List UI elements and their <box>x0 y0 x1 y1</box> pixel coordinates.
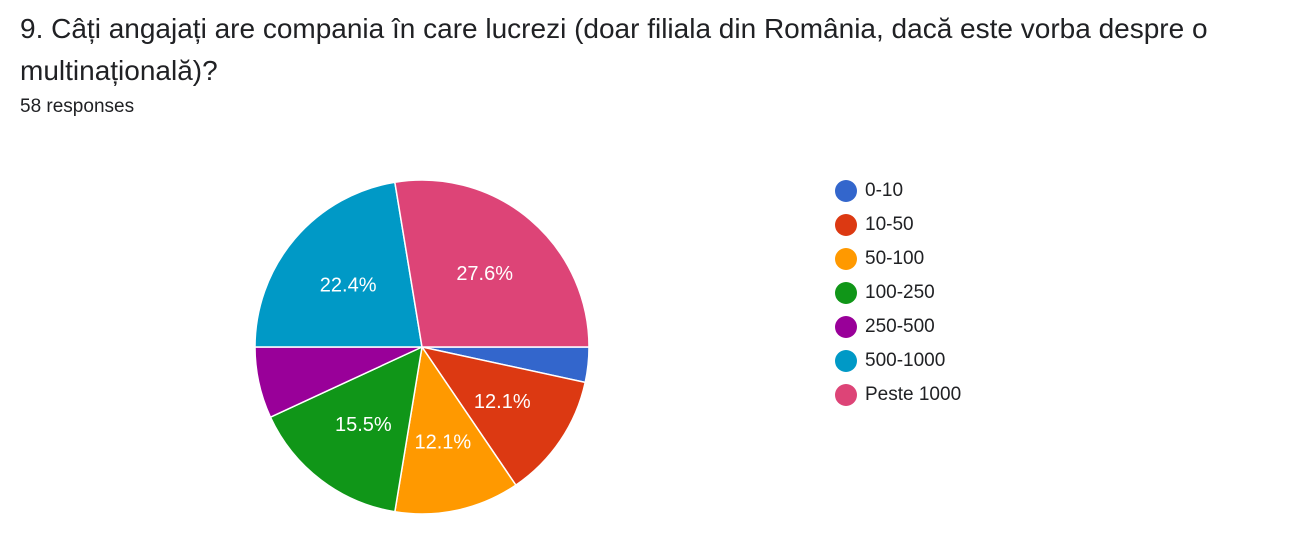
pie-slice-label: 12.1% <box>414 432 471 454</box>
legend-swatch <box>835 180 857 202</box>
legend-label: 500-1000 <box>865 350 946 371</box>
legend-item: 500-1000 <box>835 344 961 378</box>
legend-item: 10-50 <box>835 208 961 242</box>
legend-swatch <box>835 384 857 406</box>
pie-slice-50-100 <box>393 345 517 515</box>
pie-slice-10-50 <box>420 345 587 487</box>
question-title: 9. Câți angajați are compania în care lu… <box>20 13 1208 86</box>
legend-label: Peste 1000 <box>865 384 962 405</box>
pie-slice-label: 27.6% <box>456 263 513 285</box>
legend-label: 0-10 <box>865 180 904 201</box>
pie-slice-label: 15.5% <box>335 414 392 436</box>
legend-swatch <box>835 282 857 304</box>
legend-item: 100-250 <box>835 276 961 310</box>
legend-item: 50-100 <box>835 242 961 276</box>
legend-swatch <box>835 248 857 270</box>
pie-chart: 12.1%12.1% 15.5% 22.4% 27.6% <box>254 179 590 515</box>
chart-legend: 0-10 10-50 50-100 100-250 250-500 500-1000 Pes… <box>835 174 961 412</box>
pie-slice-100-250 <box>269 345 423 513</box>
legend-label: 100-250 <box>865 282 935 303</box>
legend-label: 50-100 <box>865 248 925 269</box>
legend-swatch <box>835 214 857 236</box>
legend-item: Peste 1000 <box>835 378 961 412</box>
legend-item: 250-500 <box>835 310 961 344</box>
pie-slice-peste-1000 <box>393 179 590 348</box>
legend-label: 10-50 <box>865 214 914 235</box>
response-count: 58 responses <box>20 96 135 117</box>
legend-label: 250-500 <box>865 316 935 337</box>
legend-swatch <box>835 350 857 372</box>
pie-slice-label: 12.1% <box>474 391 531 413</box>
pie-slice-label: 22.4% <box>320 274 377 296</box>
legend-swatch <box>835 316 857 338</box>
pie-slice-500-1000 <box>254 181 423 348</box>
legend-item: 0-10 <box>835 174 961 208</box>
